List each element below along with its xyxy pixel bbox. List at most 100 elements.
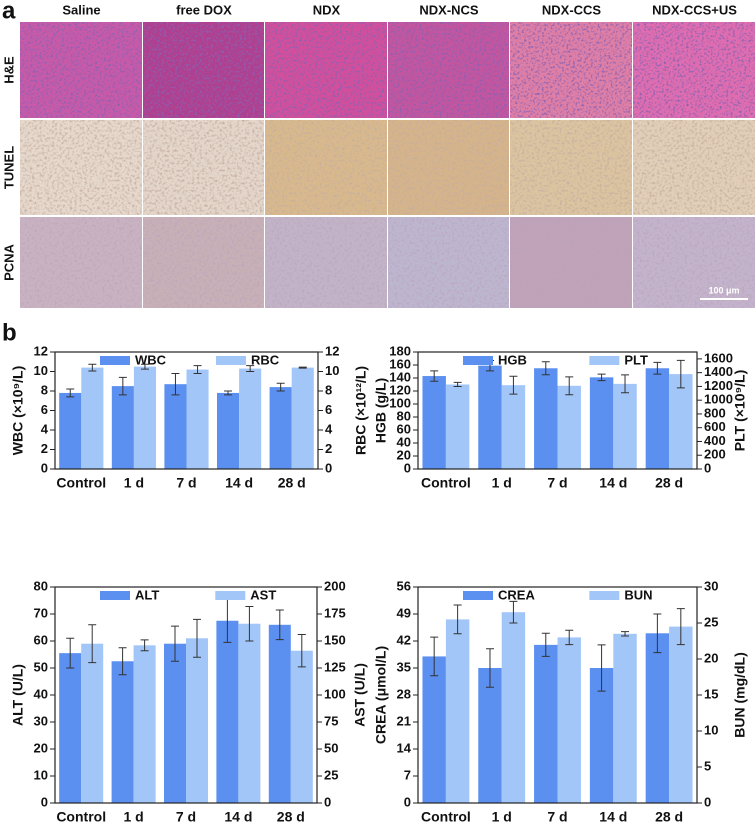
error-bar [170, 625, 179, 662]
y-tick-label: 60 [397, 421, 411, 436]
bar [422, 656, 446, 803]
error-bar [88, 363, 97, 372]
bar [111, 386, 134, 469]
column-label: NDX [313, 2, 341, 17]
y-tick-label: 140 [389, 369, 411, 384]
y-tick-label: 70 [34, 605, 48, 620]
y2-tick-label: 0 [324, 794, 331, 809]
bar [669, 374, 693, 469]
y-tick-label: 28 [397, 686, 411, 701]
y2-tick-label: 125 [324, 659, 346, 674]
x-tick-label: 14 d [225, 475, 253, 491]
bar [239, 368, 262, 469]
column-label: NDX-NCS [419, 2, 479, 17]
bar [269, 387, 292, 469]
error-bar [430, 370, 439, 382]
micrograph-texture [388, 22, 509, 118]
bar [238, 623, 261, 803]
x-tick-label: 14 d [599, 475, 627, 491]
y2-axis-label: PLT (×10⁹/L) [732, 370, 748, 451]
x-tick-label: 28 d [655, 475, 683, 491]
y2-tick-label: 4 [325, 421, 333, 436]
y-tick-label: 80 [34, 578, 48, 593]
y2-tick-label: 25 [704, 614, 718, 629]
bar [478, 365, 502, 469]
legend-label: ALT [135, 587, 159, 602]
x-tick-label: 7 d [176, 475, 196, 491]
x-tick-label: 7 d [547, 475, 567, 491]
error-bar [509, 600, 518, 624]
y2-tick-label: 1600 [704, 350, 733, 365]
y-tick-label: 49 [397, 605, 411, 620]
micrograph-texture [510, 217, 632, 308]
legend-swatch [100, 591, 130, 600]
y2-tick-label: 600 [704, 419, 726, 434]
bar [589, 377, 614, 469]
x-tick-label: 1 d [492, 809, 512, 825]
error-bar [298, 366, 307, 369]
error-bar [541, 361, 550, 376]
y2-tick-label: 200 [704, 447, 726, 462]
error-bar [453, 604, 462, 635]
bar [59, 392, 82, 469]
y2-tick-label: 0 [325, 460, 332, 475]
micrograph-texture [20, 22, 142, 118]
y2-tick-label: 20 [704, 650, 718, 665]
micrograph-texture [633, 22, 755, 118]
x-tick-label: Control [421, 809, 471, 825]
y2-tick-label: 175 [324, 605, 346, 620]
y-tick-label: 20 [34, 740, 48, 755]
error-bar [509, 375, 518, 395]
micrograph-texture [20, 120, 142, 215]
y2-tick-label: 25 [324, 767, 338, 782]
y2-tick-label: 1200 [704, 378, 733, 393]
micrograph-texture [265, 22, 387, 118]
error-bar [224, 390, 233, 396]
bar [164, 384, 187, 469]
panel-label: a [2, 0, 16, 24]
x-tick-label: 1 d [124, 475, 144, 491]
bar [291, 367, 314, 469]
legend-swatch [100, 356, 130, 365]
error-bar [171, 372, 180, 396]
error-bar [66, 388, 75, 398]
y-tick-label: 120 [389, 382, 411, 397]
x-tick-label: 28 d [655, 809, 683, 825]
y-axis-label: WBC (×10⁹/L) [10, 366, 26, 455]
column-label: free DOX [176, 2, 232, 17]
y2-tick-label: 10 [325, 363, 339, 378]
y2-tick-label: 200 [324, 578, 346, 593]
legend-swatch [215, 356, 246, 365]
error-bar [193, 365, 202, 374]
bar [422, 376, 446, 469]
legend-swatch [589, 356, 620, 365]
column-label: NDX-CCS [542, 2, 602, 17]
error-bar [565, 376, 574, 396]
y2-tick-label: 30 [704, 578, 718, 593]
y2-axis-label: BUN (mg/dL) [732, 652, 748, 738]
y2-tick-label: 10 [704, 722, 718, 737]
y-tick-label: 30 [34, 713, 48, 728]
micrograph-texture [143, 120, 264, 215]
micrograph-texture [388, 217, 509, 308]
bar [59, 653, 82, 803]
legend-label: CREA [498, 587, 535, 602]
bar [81, 367, 104, 469]
micrograph-grid [20, 22, 755, 308]
legend-label: AST [250, 587, 276, 602]
micrograph-texture [143, 217, 264, 308]
error-bar [430, 636, 439, 677]
error-bar [193, 618, 202, 658]
y-tick-label: 60 [34, 632, 48, 647]
y2-tick-label: 150 [324, 632, 346, 647]
x-tick-label: Control [421, 475, 471, 491]
bar [613, 383, 637, 469]
bar [268, 624, 291, 803]
y-axis-label: CREA (μmol/L) [373, 646, 389, 744]
micrograph-texture [143, 22, 264, 118]
y-tick-label: 50 [34, 659, 48, 674]
x-tick-label: 14 d [224, 809, 252, 825]
legend-label: PLT [624, 352, 648, 367]
x-tick-label: 1 d [492, 475, 512, 491]
y-tick-label: 0 [41, 794, 48, 809]
